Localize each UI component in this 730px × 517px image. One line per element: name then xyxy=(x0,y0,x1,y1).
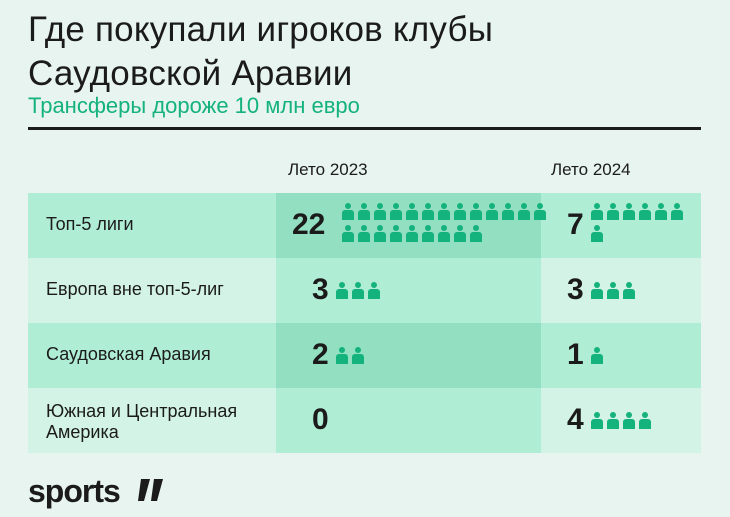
row-label: Южная и Центральная Америка xyxy=(46,401,276,443)
person-icon xyxy=(655,203,667,220)
person-icon xyxy=(623,203,635,220)
person-icon xyxy=(591,347,603,364)
table-row: Европа вне топ-5-лиг 3 3 xyxy=(28,258,701,323)
row-label-line: Южная и Центральная xyxy=(46,401,238,421)
row-label-line: Саудовская Аравия xyxy=(46,344,211,364)
row-label-cell xyxy=(28,388,276,453)
person-icon xyxy=(639,203,651,220)
row-label-cell xyxy=(28,258,276,323)
value-cell xyxy=(541,323,701,388)
person-icon xyxy=(591,225,603,242)
value-cell xyxy=(276,258,541,323)
person-icon xyxy=(470,225,482,242)
chart-subtitle: Трансферы дороже 10 млн евро xyxy=(28,93,360,118)
person-icon xyxy=(422,225,434,242)
person-icon xyxy=(470,203,482,220)
person-icon xyxy=(607,412,619,429)
sports-logo: sports xyxy=(28,473,121,509)
person-icon xyxy=(438,225,450,242)
row-label-cell xyxy=(28,193,276,258)
person-icon xyxy=(591,412,603,429)
value-number: 0 xyxy=(312,403,329,436)
table-row: Южная и Центральная Америка 0 4 xyxy=(28,388,701,453)
row-label-line: Европа вне топ-5-лиг xyxy=(46,279,224,299)
person-icon xyxy=(422,203,434,220)
person-icon xyxy=(358,225,370,242)
row-label-cell xyxy=(28,323,276,388)
title-line-1: Где покупали игроков клубы xyxy=(28,10,494,49)
row-label-line: Топ-5 лиги xyxy=(46,214,134,234)
value-cell xyxy=(541,258,701,323)
person-icon xyxy=(342,203,354,220)
person-icon xyxy=(591,282,603,299)
person-icon xyxy=(671,203,683,220)
value-cell xyxy=(276,323,541,388)
person-icon xyxy=(368,282,380,299)
person-icon xyxy=(486,203,498,220)
value-cell xyxy=(276,193,541,258)
value-number: 22 xyxy=(292,208,326,241)
person-icon xyxy=(607,282,619,299)
value-number: 3 xyxy=(567,273,584,306)
column-header-2023: Лето 2023 xyxy=(288,160,368,179)
person-icon xyxy=(406,203,418,220)
person-icon xyxy=(336,347,348,364)
value-cell xyxy=(276,388,541,453)
value-number: 7 xyxy=(567,208,584,241)
person-icon xyxy=(352,282,364,299)
row-label-line: Америка xyxy=(46,422,119,442)
person-icon xyxy=(623,282,635,299)
row-label: Топ-5 лиги xyxy=(46,214,276,235)
person-icon xyxy=(502,203,514,220)
row-label: Саудовская Аравия xyxy=(46,344,276,365)
person-icon xyxy=(336,282,348,299)
person-icon xyxy=(454,225,466,242)
person-icon xyxy=(358,203,370,220)
chart-title: Где покупали игроков клубы Саудовской Ар… xyxy=(28,8,708,96)
person-icon xyxy=(639,412,651,429)
value-number: 2 xyxy=(312,338,329,371)
table-row: Саудовская Аравия 2 1 xyxy=(28,323,701,388)
person-icon xyxy=(352,347,364,364)
value-number: 3 xyxy=(312,273,329,306)
person-icon xyxy=(374,203,386,220)
logo-quote-icon xyxy=(138,479,163,501)
person-icon xyxy=(390,203,402,220)
title-line-2: Саудовской Аравии xyxy=(28,54,353,93)
column-header-2024: Лето 2024 xyxy=(551,160,631,179)
person-icon xyxy=(406,225,418,242)
table-row: Топ-5 лиги 22 7 xyxy=(28,193,701,258)
person-icon xyxy=(534,203,546,220)
person-icon xyxy=(374,225,386,242)
person-icon xyxy=(390,225,402,242)
person-icon xyxy=(342,225,354,242)
title-divider xyxy=(28,127,701,130)
person-icon xyxy=(518,203,530,220)
person-icon xyxy=(438,203,450,220)
value-number: 1 xyxy=(567,338,584,371)
person-icon xyxy=(607,203,619,220)
row-label: Европа вне топ-5-лиг xyxy=(46,279,276,300)
person-icon xyxy=(454,203,466,220)
value-number: 4 xyxy=(567,403,584,436)
person-icon xyxy=(591,203,603,220)
person-icon xyxy=(623,412,635,429)
value-cell xyxy=(541,388,701,453)
